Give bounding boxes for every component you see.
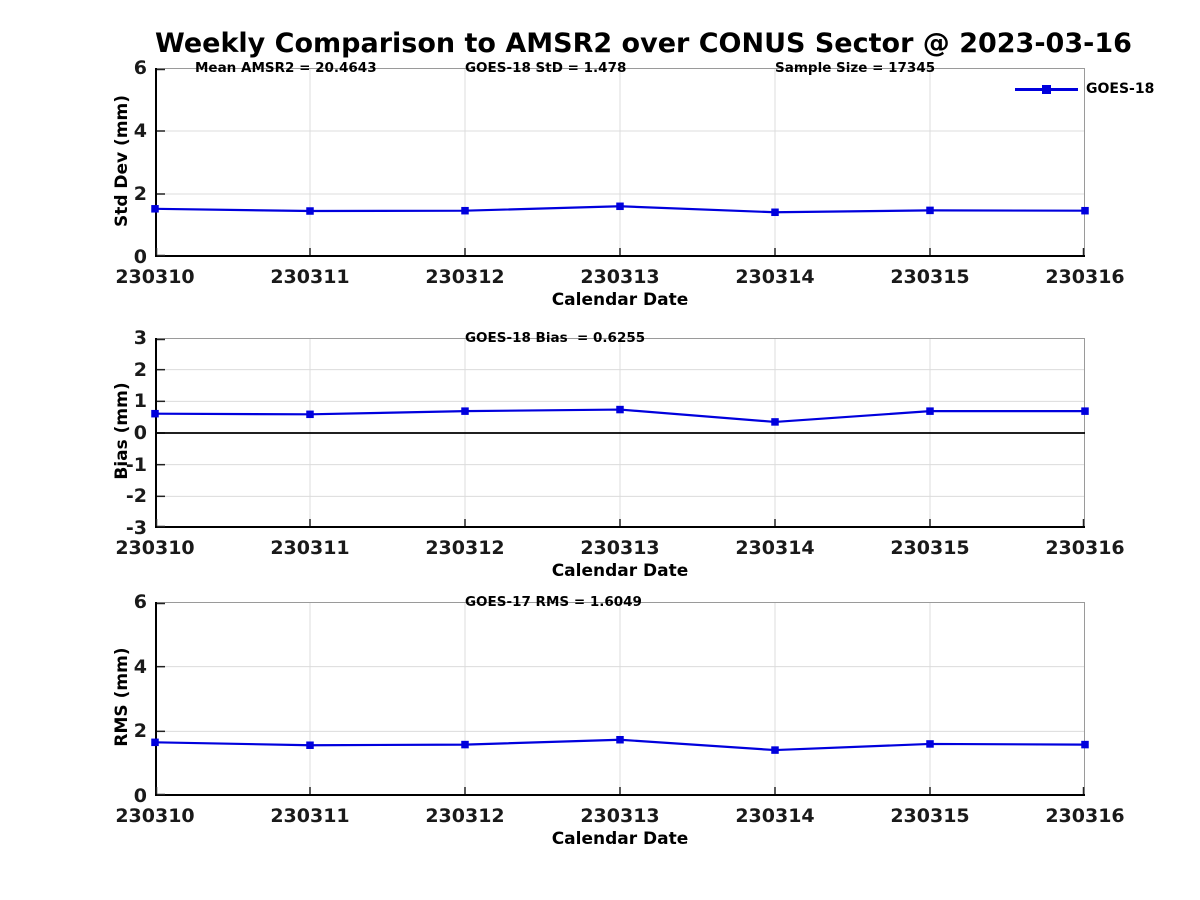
x-tick-label: 230314: [735, 266, 815, 288]
data-marker: [926, 206, 934, 215]
annotation: Sample Size = 17345: [775, 60, 936, 76]
data-marker: [771, 208, 779, 217]
data-marker: [306, 741, 314, 749]
x-tick-label: 230310: [115, 266, 195, 288]
annotation: Mean AMSR2 = 20.4643: [194, 60, 377, 76]
x-tick-label: 230312: [425, 266, 505, 288]
data-marker: [151, 738, 159, 747]
x-tick-label: 230311: [270, 266, 350, 288]
legend-marker-icon: [1042, 85, 1051, 94]
legend-label: GOES-18: [1086, 81, 1155, 97]
data-marker: [1081, 740, 1089, 749]
annotation: GOES-18 StD = 1.478: [464, 60, 627, 76]
y-tick-label: 2: [133, 183, 147, 205]
y-axis-label-rms: RMS (mm): [112, 647, 132, 747]
y-tick-label: 6: [133, 591, 147, 613]
y-tick-label: 4: [133, 655, 147, 678]
plot-svg: [151, 68, 1089, 257]
plot-area-bias: [151, 338, 1089, 528]
x-tick-label: 230314: [735, 537, 815, 559]
x-tick-label: 230314: [735, 805, 815, 827]
y-tick-label: 2: [133, 358, 147, 381]
x-axis-label: Calendar Date: [551, 561, 689, 581]
data-line: [154, 408, 1085, 424]
data-line: [154, 738, 1086, 752]
data-marker: [616, 735, 624, 744]
data-marker: [306, 207, 314, 215]
x-tick-label: 230310: [115, 805, 195, 827]
legend-line-sample: [1015, 80, 1078, 98]
annotation: GOES-18 Bias = 0.6255: [464, 330, 646, 346]
data-marker: [771, 418, 779, 426]
y-tick-label: 0: [133, 785, 147, 807]
data-marker: [771, 746, 779, 754]
y-tick-label: 6: [133, 57, 147, 79]
data-marker: [306, 410, 314, 419]
y-tick-label: -1: [125, 453, 147, 476]
x-tick-label: 230316: [1045, 537, 1125, 559]
legend: GOES-18: [1015, 80, 1154, 98]
x-axis-label: Calendar Date: [551, 829, 689, 849]
x-tick-label: 230312: [425, 537, 505, 559]
data-marker: [926, 407, 934, 415]
x-tick-label: 230313: [580, 537, 660, 559]
chart-title: Weekly Comparison to AMSR2 over CONUS Se…: [155, 28, 1132, 59]
y-tick-label: -3: [125, 517, 147, 539]
y-tick-label: 1: [133, 390, 147, 413]
data-marker: [461, 740, 469, 749]
data-marker: [616, 405, 624, 414]
plot-svg: [151, 338, 1089, 528]
x-tick-label: 230316: [1045, 805, 1125, 827]
x-tick-label: 230310: [115, 537, 195, 559]
data-marker: [461, 206, 469, 215]
data-marker: [1081, 206, 1089, 215]
x-axis-label: Calendar Date: [551, 290, 689, 310]
data-marker: [151, 409, 159, 418]
data-line: [154, 205, 1086, 214]
x-tick-label: 230313: [580, 805, 660, 827]
y-axis-label-std-dev: Std Dev (mm): [112, 94, 132, 227]
x-tick-label: 230315: [890, 805, 970, 827]
plot-svg: [151, 602, 1089, 796]
y-tick-label: 2: [133, 720, 147, 743]
data-marker: [461, 407, 469, 415]
x-tick-label: 230312: [425, 805, 505, 827]
x-tick-label: 230315: [890, 266, 970, 288]
x-tick-label: 230311: [270, 805, 350, 827]
x-tick-label: 230315: [890, 537, 970, 559]
y-tick-label: 0: [133, 246, 147, 268]
data-marker: [616, 202, 624, 211]
plot-area-std-dev: [151, 68, 1089, 257]
x-tick-label: 230316: [1045, 266, 1125, 288]
y-tick-label: 3: [133, 327, 147, 349]
data-marker: [151, 205, 159, 213]
x-tick-label: 230311: [270, 537, 350, 559]
y-tick-label: 0: [133, 422, 147, 444]
data-marker: [1081, 407, 1089, 415]
plot-area-rms: [151, 602, 1089, 796]
y-tick-label: -2: [125, 485, 147, 508]
data-marker: [926, 740, 934, 748]
annotation: GOES-17 RMS = 1.6049: [464, 594, 642, 610]
y-axis-label-bias: Bias (mm): [112, 382, 132, 480]
legend-stroke: [1015, 87, 1078, 91]
y-tick-label: 4: [133, 120, 147, 142]
x-tick-label: 230313: [580, 266, 660, 288]
